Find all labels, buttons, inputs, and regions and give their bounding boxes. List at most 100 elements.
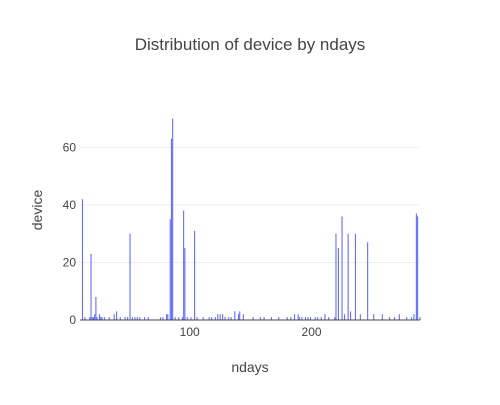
bar [259, 317, 261, 320]
bar [181, 317, 183, 320]
bar [293, 314, 296, 320]
bar [174, 317, 176, 320]
x-axis-label: ndays [231, 359, 268, 375]
bar [172, 118, 174, 321]
bar [304, 317, 307, 320]
bar [413, 314, 415, 320]
y-tick-label: 60 [63, 140, 77, 154]
bar [108, 317, 110, 320]
bar [178, 317, 180, 320]
bar [252, 317, 254, 320]
bar [119, 317, 121, 320]
bar [334, 317, 336, 320]
bar [367, 242, 369, 320]
bar [124, 317, 126, 320]
bar [170, 138, 172, 320]
bar [186, 317, 188, 320]
bar [314, 317, 316, 320]
bar [194, 230, 196, 320]
bar [398, 314, 400, 320]
bar [84, 317, 86, 320]
bar [159, 317, 162, 320]
bar [103, 317, 105, 320]
bar [301, 317, 303, 320]
bar [373, 314, 375, 320]
bar [389, 317, 391, 320]
bar [224, 317, 226, 320]
bar [335, 233, 337, 320]
bar [167, 314, 169, 320]
bar [417, 216, 419, 320]
bar [222, 314, 224, 320]
bar [328, 317, 330, 320]
bar [270, 317, 272, 320]
bar [263, 317, 265, 320]
bar [219, 314, 221, 320]
bar [242, 314, 244, 320]
bar [237, 314, 240, 320]
bar [211, 317, 213, 320]
bar [406, 317, 408, 320]
bar [169, 219, 171, 320]
bar [234, 311, 236, 320]
bar [309, 317, 311, 320]
bar [239, 311, 241, 320]
bar [94, 314, 96, 320]
bar [307, 317, 309, 320]
bar [136, 317, 138, 320]
bar [286, 317, 288, 320]
y-tick-label: 0 [69, 313, 76, 327]
bar [129, 233, 131, 320]
bar [419, 317, 421, 320]
y-tick-label: 20 [63, 255, 77, 269]
y-tick-label: 40 [63, 198, 77, 212]
bar [144, 317, 146, 320]
bar [230, 317, 232, 320]
bar [196, 317, 198, 320]
bar [139, 317, 141, 320]
grid-layer [80, 146, 420, 263]
x-tick-label: 100 [180, 325, 200, 339]
bar [89, 317, 91, 320]
bar [96, 317, 98, 320]
bar [166, 314, 168, 320]
bar [190, 317, 192, 320]
bar [341, 216, 343, 320]
bar-layer [81, 118, 421, 321]
bar [95, 296, 97, 320]
bar [100, 317, 102, 320]
bar [113, 314, 115, 320]
bar [131, 317, 134, 320]
bar [91, 317, 93, 320]
bar [359, 314, 361, 320]
bar [298, 317, 300, 320]
bar [317, 317, 319, 320]
bar [228, 317, 230, 320]
bar [320, 317, 322, 320]
bar [410, 317, 413, 320]
bar [350, 311, 352, 320]
bar [127, 317, 129, 320]
bar [92, 317, 95, 320]
bar [162, 317, 164, 320]
x-tick-label: 200 [302, 325, 322, 339]
bar [278, 317, 280, 320]
tick-layer: 0 20 40 60 100 200 [63, 140, 322, 339]
bar [134, 317, 136, 320]
bar [202, 317, 204, 320]
bar [184, 248, 186, 320]
bar [90, 253, 92, 320]
bar [214, 317, 216, 320]
bar [81, 199, 84, 320]
bar [415, 213, 417, 320]
bar [337, 248, 339, 320]
bar [347, 233, 349, 320]
bar [381, 314, 383, 320]
bar [98, 314, 101, 320]
bar [324, 314, 326, 320]
bar [343, 314, 346, 320]
bar [393, 317, 396, 320]
bar [217, 314, 219, 320]
